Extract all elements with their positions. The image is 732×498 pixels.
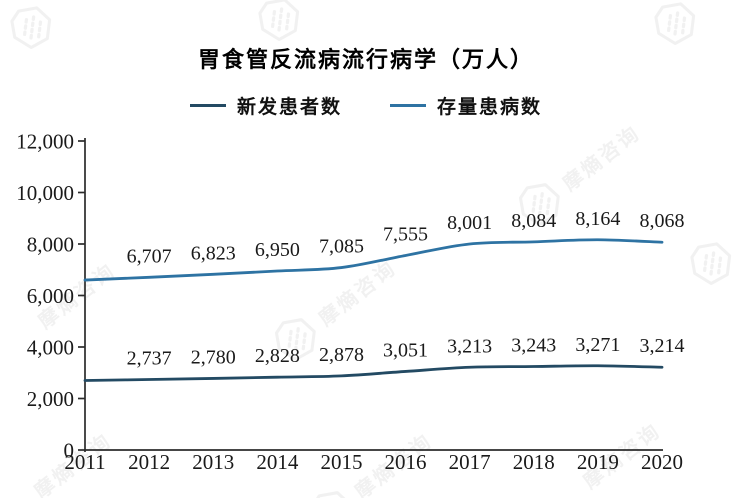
svg-text:2011: 2011	[64, 450, 105, 474]
svg-text:2017: 2017	[449, 450, 491, 474]
svg-text:2,000: 2,000	[27, 387, 74, 411]
svg-text:2,878: 2,878	[319, 344, 364, 366]
legend-item-stock-patients: 存量患病数	[390, 92, 542, 119]
legend-item-new-patients: 新发患者数	[189, 92, 342, 119]
svg-text:8,068: 8,068	[640, 210, 685, 232]
svg-text:6,707: 6,707	[127, 245, 172, 267]
svg-text:3,243: 3,243	[511, 334, 556, 356]
svg-text:2013: 2013	[192, 450, 234, 474]
svg-text:12,000: 12,000	[16, 129, 74, 153]
svg-text:6,950: 6,950	[255, 239, 300, 261]
svg-text:7,085: 7,085	[319, 236, 364, 258]
svg-text:6,823: 6,823	[191, 242, 236, 264]
svg-text:3,214: 3,214	[640, 335, 685, 357]
legend-line-swatch	[189, 104, 226, 107]
svg-text:0: 0	[64, 438, 75, 462]
chart-title: 胃食管反流病流行病学（万人）	[197, 47, 534, 72]
svg-text:2,828: 2,828	[255, 345, 300, 367]
svg-text:4,000: 4,000	[27, 335, 74, 359]
svg-text:2,780: 2,780	[191, 346, 236, 368]
svg-text:8,001: 8,001	[447, 212, 492, 234]
legend-label: 存量患病数	[437, 97, 543, 118]
svg-text:8,084: 8,084	[511, 210, 556, 232]
svg-text:2019: 2019	[577, 450, 619, 474]
svg-text:3,051: 3,051	[383, 339, 428, 361]
legend-line-swatch	[390, 104, 426, 107]
svg-text:2015: 2015	[320, 450, 362, 474]
svg-text:8,164: 8,164	[575, 208, 620, 230]
svg-text:2020: 2020	[641, 450, 683, 474]
svg-text:10,000: 10,000	[16, 181, 74, 205]
svg-text:3,213: 3,213	[447, 335, 492, 357]
svg-text:3,271: 3,271	[575, 334, 620, 356]
svg-text:2014: 2014	[256, 450, 299, 474]
svg-text:8,000: 8,000	[27, 232, 74, 256]
legend-label: 新发患者数	[236, 97, 342, 118]
svg-text:7,555: 7,555	[383, 223, 428, 245]
svg-text:2,737: 2,737	[127, 348, 172, 370]
chart-legend: 新发患者数 存量患病数	[0, 92, 732, 119]
svg-text:6,000: 6,000	[27, 284, 74, 308]
svg-text:2018: 2018	[513, 450, 555, 474]
svg-text:2012: 2012	[128, 450, 170, 474]
svg-text:2016: 2016	[385, 450, 427, 474]
